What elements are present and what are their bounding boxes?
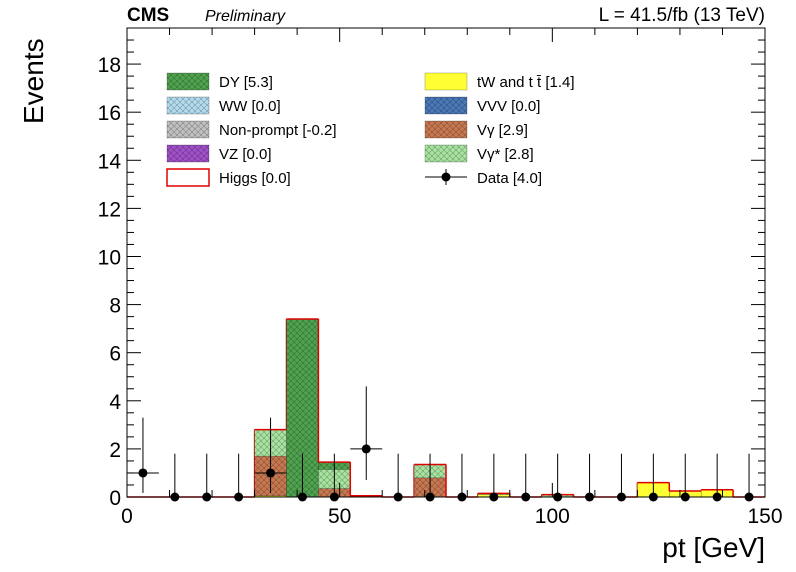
y-tick-label: 2 [109,439,121,462]
x-tick-label: 100 [535,505,570,528]
y-tick-label: 4 [109,391,121,414]
legend-swatch-hatch [425,97,467,114]
data-point [361,444,371,454]
x-tick-label: 50 [328,505,351,528]
legend-swatch-hatch [167,73,209,90]
plot-frame [126,27,766,498]
y-tick-label: 16 [98,102,121,125]
axes [126,27,766,498]
y-tick-label: 8 [109,295,121,318]
legend: DY [5.3] tW and t t̄ [1.4] WW [0.0] VVV [0.… [166,72,575,187]
experiment-label: CMS [127,5,169,26]
y-tick-label: 6 [109,343,121,366]
tick-labels: 0 50 100 150 0 2 4 6 8 10 12 14 16 18 [98,54,783,528]
legend-data-marker [441,172,451,182]
y-tick-label: 0 [109,487,121,510]
y-tick-label: 14 [98,150,122,173]
lumi-label: L = 41.5/fb (13 TeV) [599,5,765,26]
legend-swatch-hatch [425,121,467,138]
legend-swatch-hatch [425,145,467,162]
legend-swatch [166,168,210,187]
legend-label: WW [0.0] [219,98,281,115]
y-tick-label: 10 [98,246,121,269]
legend-swatch-hatch [167,121,209,138]
data-points [127,386,765,502]
legend-label: DY [5.3] [219,74,273,91]
legend-label: Vγ [2.9] [477,122,528,139]
legend-label: Higgs [0.0] [219,170,291,187]
legend-swatch-hatch [167,145,209,162]
y-axis-title: Events [18,38,49,124]
legend-swatch [424,72,468,91]
x-tick-label: 0 [121,505,133,528]
legend-label: VZ [0.0] [219,146,272,163]
legend-label: Vγ* [2.8] [477,146,534,163]
y-tick-label: 12 [98,198,121,221]
data-point [266,468,276,478]
x-tick-label: 150 [747,505,782,528]
x-axis-title: pt [GeV] [662,532,765,563]
legend-label: Data [4.0] [477,170,542,187]
y-tick-label: 18 [98,54,121,77]
status-label: Preliminary [205,8,286,25]
legend-label: VVV [0.0] [477,98,540,115]
stacked-bars [127,318,765,498]
legend-swatch-hatch [167,97,209,114]
data-point [138,468,148,478]
legend-label: Non-prompt [-0.2] [219,122,337,139]
legend-label: tW and t t̄ [1.4] [477,74,575,91]
